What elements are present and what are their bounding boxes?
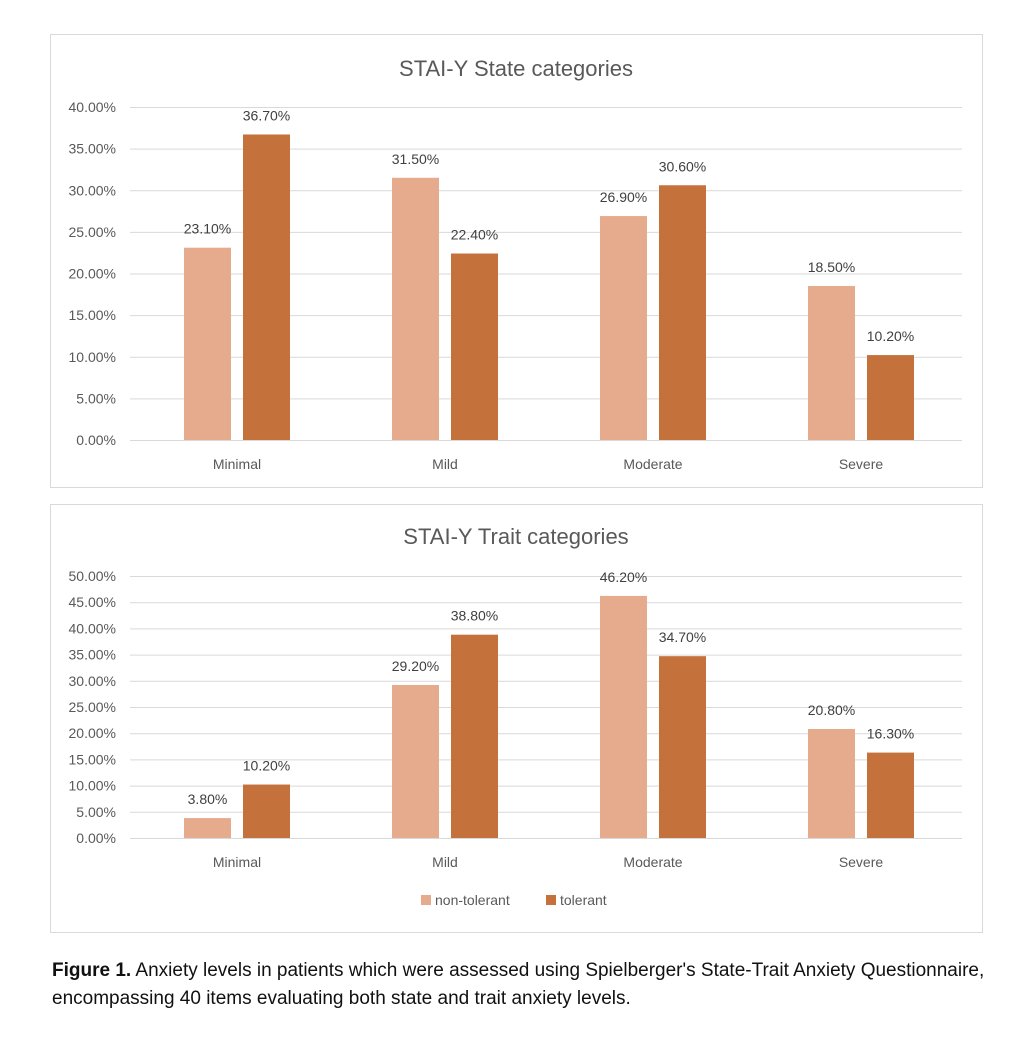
legend-swatch-non-tolerant [421,895,431,905]
y-tick-label: 10.00% [69,778,116,794]
y-tick-label: 0.00% [76,830,116,846]
bar-non-tolerant [808,285,855,440]
bar-tolerant [243,134,290,440]
y-tick-label: 30.00% [69,182,116,198]
bar-non-tolerant [184,247,231,440]
y-tick-label: 0.00% [76,432,116,448]
x-tick-label: Mild [432,854,458,870]
data-label: 31.50% [392,151,439,167]
y-tick-label: 15.00% [69,751,116,767]
x-tick-label: Severe [839,854,884,870]
bar-non-tolerant [184,818,231,838]
y-tick-label: 35.00% [69,647,116,663]
y-tick-label: 5.00% [76,390,116,406]
y-tick-label: 20.00% [69,725,116,741]
chart-title: STAI-Y Trait categories [403,524,628,549]
y-tick-label: 5.00% [76,804,116,820]
bar-tolerant [659,185,706,440]
x-tick-label: Minimal [213,854,261,870]
x-tick-label: Moderate [623,456,682,472]
data-label: 3.80% [188,791,228,807]
y-tick-label: 45.00% [69,594,116,610]
caption-text: Anxiety levels in patients which were as… [52,960,985,1009]
data-label: 23.10% [184,221,231,237]
data-label: 34.70% [659,629,706,645]
data-label: 16.30% [867,726,914,742]
bar-tolerant [451,634,498,838]
y-tick-label: 30.00% [69,673,116,689]
data-label: 10.20% [243,758,290,774]
y-tick-label: 25.00% [69,224,116,240]
data-label: 30.60% [659,158,706,174]
legend-label-tolerant: tolerant [560,892,607,908]
bar-non-tolerant [600,595,647,838]
data-label: 38.80% [451,608,498,624]
bar-non-tolerant [392,177,439,440]
y-tick-label: 50.00% [69,568,116,584]
y-tick-label: 15.00% [69,307,116,323]
data-label: 20.80% [808,702,855,718]
y-tick-label: 20.00% [69,266,116,282]
legend-label-non-tolerant: non-tolerant [435,892,510,908]
bar-tolerant [659,656,706,838]
chart-title: STAI-Y State categories [399,56,633,81]
y-tick-label: 25.00% [69,699,116,715]
bar-tolerant [867,752,914,838]
bar-non-tolerant [600,216,647,440]
x-tick-label: Moderate [623,854,682,870]
bar-tolerant [867,355,914,440]
data-label: 36.70% [243,107,290,123]
bar-non-tolerant [808,729,855,838]
data-label: 29.20% [392,658,439,674]
x-tick-label: Mild [432,456,458,472]
x-tick-label: Minimal [213,456,261,472]
caption-label: Figure 1. [52,960,132,981]
chart-frame [50,504,983,933]
bar-non-tolerant [392,684,439,838]
data-label: 46.20% [600,569,647,585]
y-tick-label: 40.00% [69,620,116,636]
data-label: 18.50% [808,259,855,275]
data-label: 22.40% [451,227,498,243]
data-label: 26.90% [600,189,647,205]
y-tick-label: 35.00% [69,141,116,157]
y-tick-label: 40.00% [69,99,116,115]
figure-caption: Figure 1. Anxiety levels in patients whi… [52,957,992,1013]
data-label: 10.20% [867,328,914,344]
figure: STAI-Y State categories 0.00% 5.00% 10.00% 1… [50,34,983,933]
legend-swatch-tolerant [546,895,556,905]
x-tick-label: Severe [839,456,884,472]
y-tick-label: 10.00% [69,349,116,365]
bar-tolerant [243,784,290,838]
bar-tolerant [451,253,498,440]
